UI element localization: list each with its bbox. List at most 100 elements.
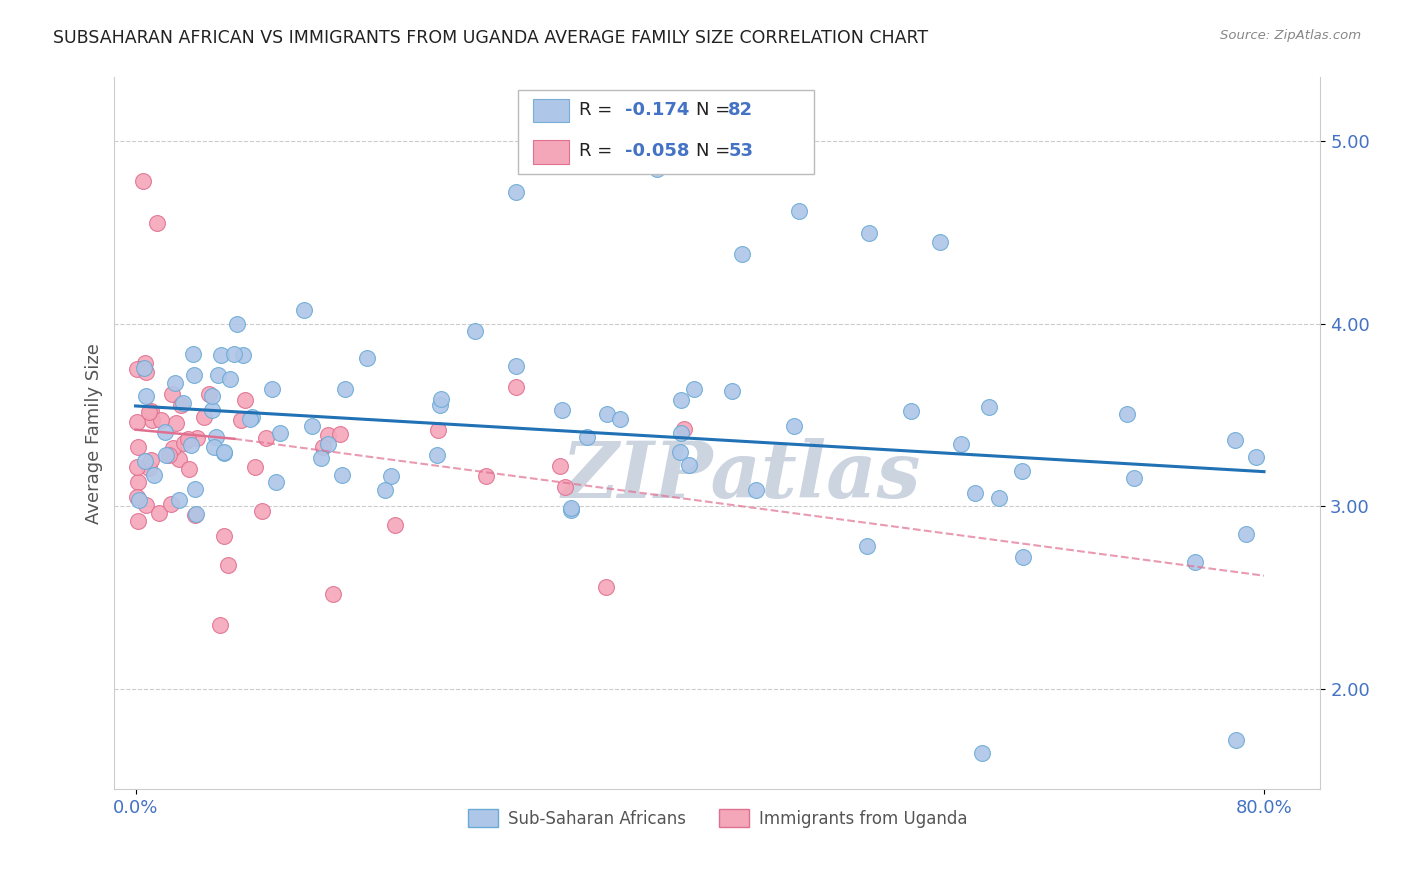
Point [186, 431, 208, 445]
Point [207, 368, 229, 383]
Point [647, 161, 669, 176]
Point [134, 454, 156, 468]
Point [159, 497, 181, 511]
Point [380, 469, 402, 483]
Point [229, 412, 252, 426]
Point [560, 503, 582, 517]
Text: -0.058: -0.058 [624, 143, 689, 161]
Text: R =: R = [579, 143, 617, 161]
Point [252, 503, 274, 517]
Point [170, 398, 193, 412]
Point [551, 402, 574, 417]
Point [264, 475, 287, 489]
Point [139, 453, 162, 467]
Point [1011, 550, 1033, 565]
Point [977, 400, 1000, 414]
Point [141, 404, 163, 418]
FancyBboxPatch shape [519, 89, 814, 174]
Point [269, 425, 291, 440]
Point [148, 507, 170, 521]
Point [134, 360, 156, 375]
Point [426, 423, 449, 437]
Point [668, 445, 690, 459]
Point [240, 409, 263, 424]
Point [1244, 450, 1267, 464]
Point [138, 461, 160, 475]
Legend: Sub-Saharan Africans, Immigrants from Uganda: Sub-Saharan Africans, Immigrants from Ug… [461, 803, 974, 834]
Point [1123, 471, 1146, 485]
Point [177, 462, 200, 476]
Point [595, 580, 617, 594]
Point [988, 491, 1011, 505]
Point [950, 437, 973, 451]
Point [193, 409, 215, 424]
Point [172, 396, 194, 410]
Point [169, 452, 191, 467]
Point [232, 348, 254, 362]
Point [209, 618, 232, 632]
Point [429, 392, 451, 407]
Point [157, 448, 180, 462]
Point [125, 490, 148, 504]
Point [155, 448, 177, 462]
Point [197, 387, 219, 401]
Point [225, 317, 247, 331]
Point [554, 480, 576, 494]
Point [239, 412, 262, 426]
Text: N =: N = [696, 101, 735, 120]
Point [173, 436, 195, 450]
Point [333, 383, 356, 397]
Point [475, 468, 498, 483]
Point [682, 382, 704, 396]
Point [153, 425, 176, 439]
Point [183, 508, 205, 522]
Point [1223, 433, 1246, 447]
Point [217, 558, 239, 572]
Point [201, 389, 224, 403]
Point [134, 356, 156, 370]
Text: R =: R = [579, 101, 617, 120]
Point [596, 407, 619, 421]
Point [180, 438, 202, 452]
Point [127, 475, 149, 489]
Point [731, 247, 754, 261]
Point [218, 372, 240, 386]
Y-axis label: Average Family Size: Average Family Size [86, 343, 103, 524]
Point [426, 448, 449, 462]
Text: 82: 82 [728, 101, 754, 120]
Point [183, 482, 205, 496]
Point [576, 430, 599, 444]
Text: ZIPatlas: ZIPatlas [562, 438, 921, 515]
Point [928, 235, 950, 249]
Point [316, 437, 339, 451]
Point [138, 404, 160, 418]
Point [787, 203, 810, 218]
Point [1115, 408, 1137, 422]
Point [209, 348, 232, 362]
Point [142, 468, 165, 483]
Point [212, 529, 235, 543]
Point [235, 393, 257, 408]
Point [222, 346, 245, 360]
Text: N =: N = [696, 143, 735, 161]
Point [125, 362, 148, 376]
Point [316, 428, 339, 442]
Point [311, 451, 333, 466]
Point [356, 351, 378, 365]
Point [141, 412, 163, 426]
Point [125, 415, 148, 429]
Text: -0.174: -0.174 [624, 101, 689, 120]
Point [204, 430, 226, 444]
Point [202, 440, 225, 454]
Point [783, 418, 806, 433]
Point [384, 518, 406, 533]
Point [1225, 733, 1247, 747]
Point [260, 382, 283, 396]
Point [212, 445, 235, 459]
Point [177, 432, 200, 446]
Point [201, 402, 224, 417]
Point [128, 492, 150, 507]
Point [970, 746, 993, 760]
Point [183, 347, 205, 361]
Point [505, 186, 527, 200]
